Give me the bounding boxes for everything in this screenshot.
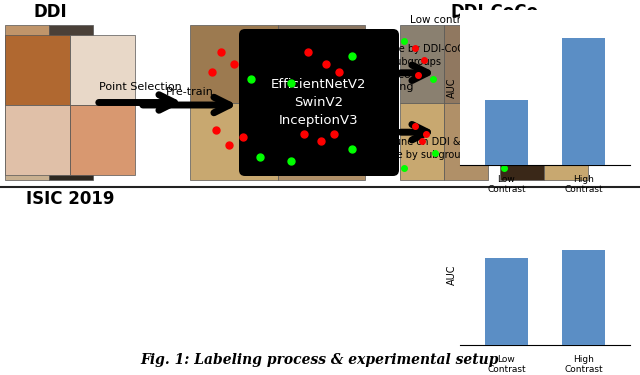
Bar: [5, 25, 49, 102]
Text: Contrast score
& Grouping: Contrast score & Grouping: [341, 70, 422, 93]
Bar: [485, 258, 527, 345]
Bar: [49, 25, 93, 102]
Text: Low contrast: Low contrast: [410, 15, 477, 25]
Bar: [70, 35, 135, 105]
Text: Pre-train: Pre-train: [166, 87, 214, 97]
Text: EfficientNetV2: EfficientNetV2: [271, 78, 367, 91]
Bar: [5, 35, 70, 105]
Bar: [278, 25, 365, 102]
Text: Evaluate by DDI-CoCo
subgroups: Evaluate by DDI-CoCo subgroups: [362, 44, 469, 67]
Bar: [5, 102, 49, 180]
Bar: [400, 25, 444, 102]
Bar: [563, 250, 605, 345]
Text: DDI: DDI: [33, 3, 67, 21]
Bar: [444, 25, 488, 102]
Text: ISIC 2019: ISIC 2019: [26, 190, 115, 208]
Text: Point Selection: Point Selection: [99, 82, 182, 93]
Bar: [563, 38, 605, 165]
Bar: [544, 25, 588, 102]
FancyBboxPatch shape: [239, 29, 399, 176]
Y-axis label: AUC: AUC: [447, 265, 457, 285]
Bar: [544, 102, 588, 180]
Bar: [5, 105, 70, 175]
Bar: [500, 102, 544, 180]
Bar: [444, 102, 488, 180]
Bar: [400, 102, 444, 180]
Bar: [485, 100, 527, 165]
Bar: [500, 25, 544, 102]
Text: Fig. 1: Labeling process & experimental setup: Fig. 1: Labeling process & experimental …: [141, 353, 499, 367]
Bar: [190, 25, 278, 102]
Bar: [190, 102, 278, 180]
Text: SwinV2: SwinV2: [294, 96, 344, 109]
Bar: [49, 102, 93, 180]
Bar: [70, 105, 135, 175]
Text: DDI-CoCo: DDI-CoCo: [450, 3, 538, 21]
Text: Finetune on DDI &
evaluate by subgroups: Finetune on DDI & evaluate by subgroups: [360, 137, 472, 160]
Text: High contrast: High contrast: [509, 15, 579, 25]
Text: InceptionV3: InceptionV3: [279, 114, 359, 127]
Bar: [278, 102, 365, 180]
Y-axis label: AUC: AUC: [447, 77, 457, 98]
